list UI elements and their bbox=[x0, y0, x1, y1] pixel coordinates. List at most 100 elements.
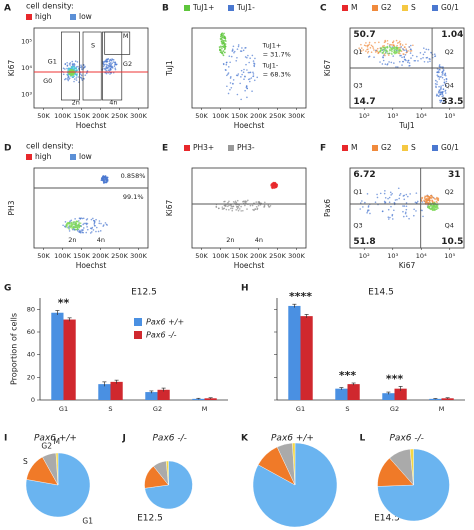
x-axis-label: Ki67 bbox=[399, 261, 416, 270]
event-dot bbox=[388, 61, 390, 63]
event-dot bbox=[391, 192, 393, 195]
pie-slice bbox=[55, 452, 59, 486]
event-dot bbox=[370, 44, 373, 47]
legend-title: cell density: bbox=[26, 2, 74, 11]
event-dot bbox=[64, 68, 66, 70]
event-dot bbox=[223, 32, 226, 35]
event-dot bbox=[236, 207, 239, 210]
legend-label: G2 bbox=[381, 143, 392, 152]
event-dot bbox=[390, 52, 393, 55]
event-dot bbox=[63, 225, 66, 228]
event-dot bbox=[412, 44, 414, 47]
event-dot bbox=[429, 202, 432, 204]
event-dot bbox=[233, 51, 235, 54]
event-dot bbox=[230, 207, 232, 210]
event-dot bbox=[79, 229, 81, 232]
event-dot bbox=[386, 45, 389, 48]
annotation: 31 bbox=[448, 170, 461, 180]
chart-title: E12.5 bbox=[131, 288, 157, 298]
slice-label: M bbox=[53, 437, 59, 446]
event-dot bbox=[429, 200, 431, 202]
event-dot bbox=[106, 181, 108, 183]
bar bbox=[429, 398, 442, 400]
event-dot bbox=[437, 90, 440, 93]
event-dot bbox=[398, 41, 400, 44]
event-dot bbox=[66, 226, 69, 229]
x-axis-label: Hoechst bbox=[234, 261, 265, 270]
event-dot bbox=[229, 61, 231, 64]
event-dot bbox=[405, 50, 408, 53]
event-dot bbox=[64, 221, 67, 223]
event-dot bbox=[85, 72, 88, 75]
event-dot bbox=[89, 232, 92, 234]
x-tick-label: 300K bbox=[130, 112, 147, 120]
event-dot bbox=[106, 59, 109, 61]
event-dot bbox=[411, 54, 414, 57]
bar bbox=[382, 393, 395, 400]
event-dot bbox=[227, 92, 230, 95]
event-dot bbox=[252, 73, 255, 75]
event-dot bbox=[393, 201, 396, 204]
event-dot bbox=[371, 45, 374, 48]
x-tick-label: 100K bbox=[212, 112, 229, 120]
event-dot bbox=[388, 48, 391, 51]
event-dot bbox=[445, 84, 447, 87]
event-dot bbox=[68, 230, 71, 232]
legend-swatch bbox=[184, 5, 190, 11]
event-dot bbox=[380, 47, 383, 49]
event-dot bbox=[440, 99, 443, 102]
event-dot bbox=[382, 59, 385, 62]
event-dot bbox=[245, 46, 247, 49]
legend-label: G2 bbox=[381, 3, 392, 12]
event-dot bbox=[80, 66, 83, 69]
event-dot bbox=[386, 42, 389, 45]
event-dot bbox=[222, 36, 225, 38]
event-dot bbox=[221, 37, 223, 39]
x-tick-label: 50K bbox=[195, 252, 208, 260]
event-dot bbox=[62, 67, 65, 70]
event-dot bbox=[444, 89, 447, 92]
slice-label: G1 bbox=[82, 517, 93, 526]
y-axis-label: PH3 bbox=[7, 200, 16, 215]
event-dot bbox=[437, 197, 439, 199]
event-dot bbox=[67, 74, 70, 76]
event-dot bbox=[387, 54, 390, 56]
x-tick-label: 50K bbox=[37, 252, 50, 260]
event-dot bbox=[390, 205, 392, 208]
event-dot bbox=[230, 86, 233, 89]
event-dot bbox=[423, 199, 425, 202]
event-dot bbox=[113, 65, 116, 68]
event-dot bbox=[413, 59, 416, 62]
event-dot bbox=[237, 73, 240, 75]
event-dot bbox=[236, 74, 239, 77]
event-dot bbox=[246, 96, 248, 99]
event-dot bbox=[244, 56, 247, 58]
event-dot bbox=[77, 224, 80, 226]
event-dot bbox=[244, 201, 246, 204]
annotation: 4n bbox=[97, 236, 105, 244]
event-dot bbox=[426, 199, 429, 201]
event-dot bbox=[388, 49, 391, 52]
x-tick-label: 200K bbox=[92, 112, 109, 120]
event-dot bbox=[221, 47, 223, 50]
annotation: Q4 bbox=[445, 222, 454, 230]
event-dot bbox=[93, 220, 96, 222]
event-dot bbox=[359, 202, 362, 204]
x-tick-label: M bbox=[439, 405, 445, 413]
event-dot bbox=[76, 61, 79, 63]
event-dot bbox=[407, 59, 410, 62]
event-dot bbox=[105, 63, 107, 66]
panel-letter: B bbox=[162, 4, 169, 14]
event-dot bbox=[442, 95, 445, 97]
event-dot bbox=[393, 47, 395, 50]
event-dot bbox=[442, 100, 445, 103]
event-dot bbox=[238, 208, 241, 210]
event-dot bbox=[404, 58, 407, 61]
event-dot bbox=[405, 215, 408, 218]
bar bbox=[110, 381, 123, 400]
pie-subtitle: E12.5 bbox=[137, 514, 163, 524]
event-dot bbox=[358, 47, 360, 49]
event-dot bbox=[386, 51, 389, 53]
event-dot bbox=[235, 59, 238, 62]
event-dot bbox=[441, 71, 443, 74]
